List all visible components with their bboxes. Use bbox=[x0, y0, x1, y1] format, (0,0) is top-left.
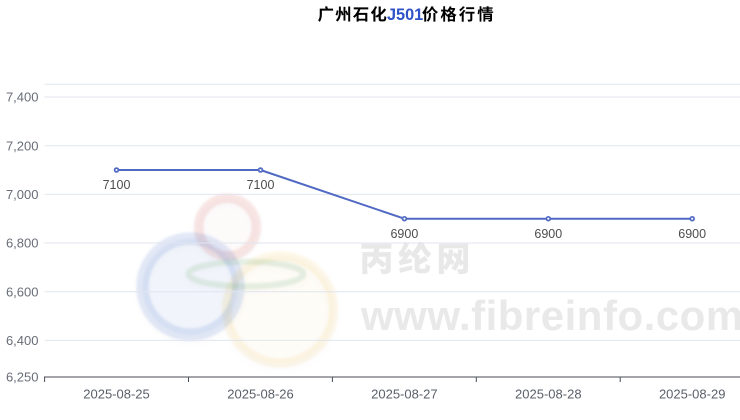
svg-text:2025-08-27: 2025-08-27 bbox=[371, 387, 438, 402]
svg-text:2025-08-25: 2025-08-25 bbox=[83, 387, 150, 402]
svg-text:6900: 6900 bbox=[678, 227, 706, 241]
svg-text:2025-08-29: 2025-08-29 bbox=[659, 387, 726, 402]
svg-text:7,400: 7,400 bbox=[6, 90, 39, 105]
svg-text:6,800: 6,800 bbox=[6, 236, 39, 251]
svg-text:7,200: 7,200 bbox=[6, 138, 39, 153]
svg-text:6900: 6900 bbox=[534, 227, 562, 241]
svg-text:J501: J501 bbox=[387, 6, 423, 24]
svg-text:7100: 7100 bbox=[103, 178, 131, 192]
svg-text:2025-08-28: 2025-08-28 bbox=[515, 387, 582, 402]
svg-text:6,250: 6,250 bbox=[6, 370, 39, 385]
svg-text:7,000: 7,000 bbox=[6, 187, 39, 202]
svg-text:6,600: 6,600 bbox=[6, 284, 39, 299]
svg-text:6900: 6900 bbox=[390, 227, 418, 241]
svg-text:7100: 7100 bbox=[247, 178, 275, 192]
svg-text:www.fibreinfo.com: www.fibreinfo.com bbox=[360, 292, 740, 339]
svg-text:2025-08-26: 2025-08-26 bbox=[227, 387, 294, 402]
svg-text:6,400: 6,400 bbox=[6, 333, 39, 348]
